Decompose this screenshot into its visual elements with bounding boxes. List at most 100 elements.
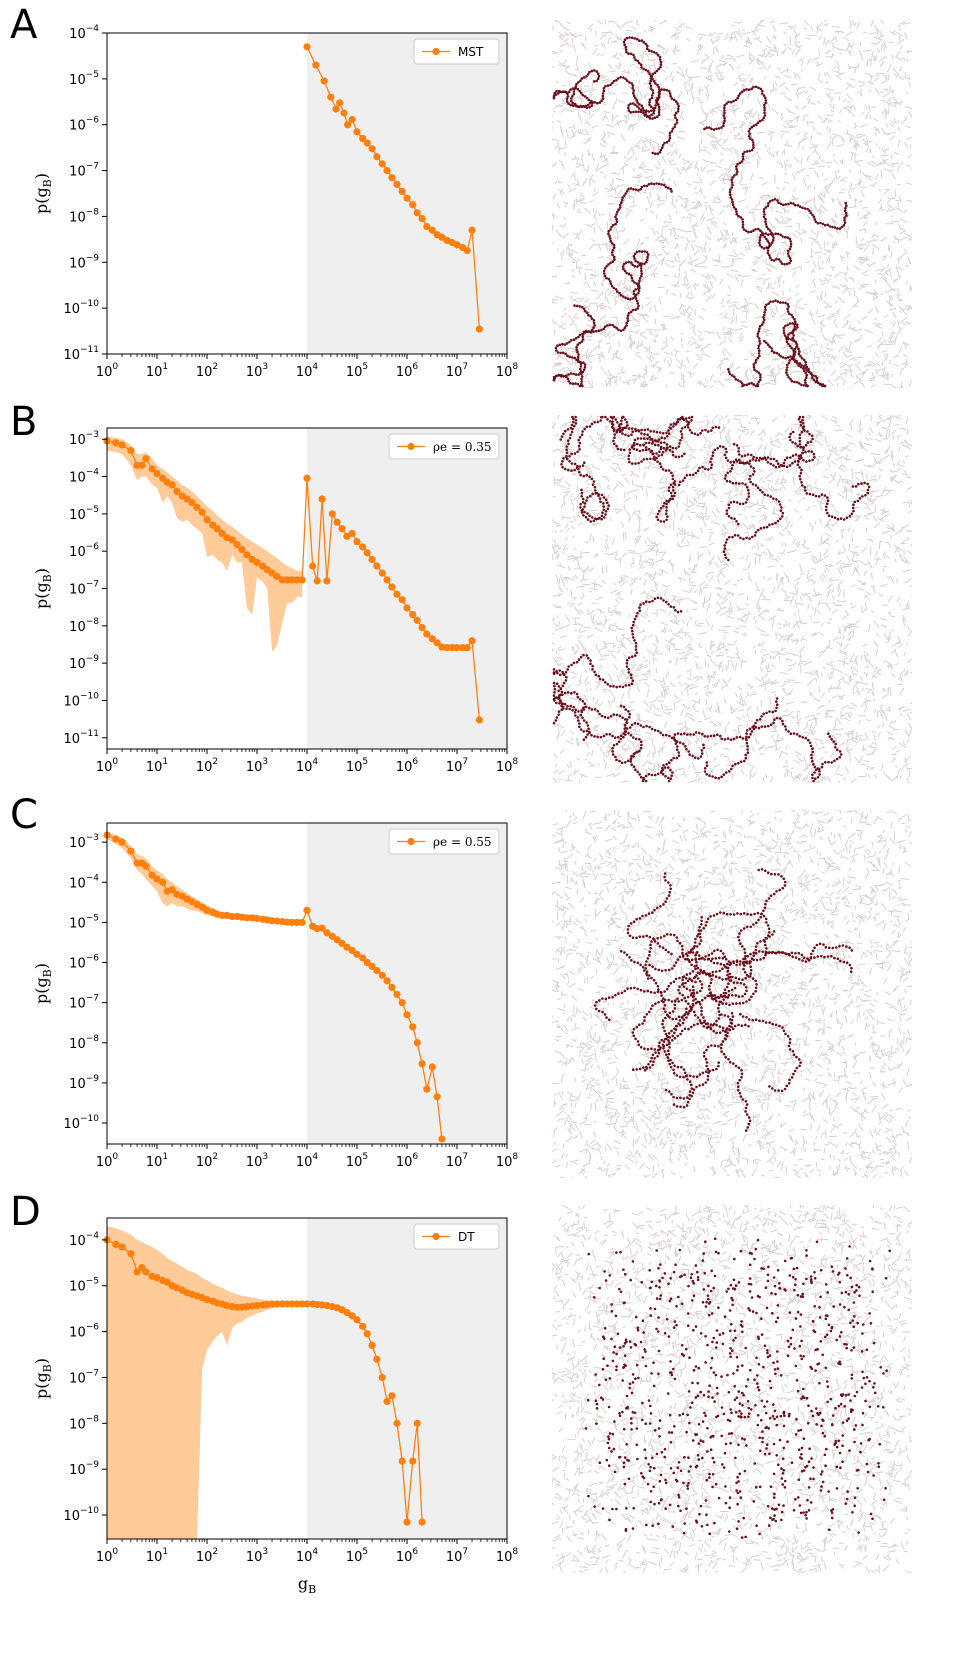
highlight-node: [785, 371, 788, 374]
highlight-node: [624, 1364, 627, 1368]
highlight-node: [720, 1050, 723, 1053]
highlight-node: [677, 1022, 680, 1025]
highlight-node: [580, 375, 584, 378]
highlight-node: [672, 98, 676, 102]
shaded-region: [307, 823, 507, 1144]
highlight-node: [647, 441, 651, 445]
highlight-node: [759, 1449, 762, 1453]
data-point: [159, 878, 167, 886]
highlight-node: [664, 1088, 668, 1092]
highlight-node: [664, 969, 667, 972]
highlight-node: [657, 988, 660, 991]
highlight-node: [634, 58, 637, 62]
highlight-node: [660, 991, 663, 994]
highlight-node: [653, 455, 656, 459]
highlight-node: [581, 430, 584, 433]
highlight-node: [602, 89, 606, 93]
highlight-node: [725, 771, 728, 774]
y-tick-label: 10−6: [69, 542, 99, 560]
highlight-node: [697, 757, 700, 760]
highlight-node: [637, 1043, 641, 1047]
highlight-node: [750, 453, 753, 457]
network-image-b: [552, 415, 912, 783]
highlight-node: [585, 499, 588, 502]
highlight-node: [695, 1085, 698, 1089]
highlight-node: [725, 1290, 728, 1293]
highlight-node: [747, 135, 751, 138]
highlight-node: [599, 500, 602, 504]
highlight-node: [624, 418, 627, 421]
highlight-node: [717, 1064, 720, 1068]
highlight-node: [673, 483, 677, 486]
highlight-node: [833, 226, 837, 229]
highlight-node: [809, 1275, 813, 1278]
highlight-node: [688, 1074, 692, 1078]
data-point: [288, 1300, 296, 1308]
highlight-node: [713, 1521, 716, 1525]
highlight-node: [715, 999, 718, 1003]
data-point: [153, 875, 161, 883]
highlight-node: [779, 517, 782, 521]
highlight-node: [723, 453, 727, 457]
highlight-node: [712, 1286, 715, 1290]
highlight-node: [765, 1443, 769, 1446]
highlight-node: [641, 1319, 645, 1322]
data-point: [409, 610, 417, 619]
highlight-node: [757, 371, 761, 375]
highlight-node: [668, 1503, 672, 1507]
highlight-node: [726, 1031, 729, 1034]
highlight-node: [800, 1469, 804, 1473]
highlight-node: [791, 315, 795, 319]
highlight-node: [737, 1088, 740, 1092]
highlight-node: [868, 1312, 871, 1315]
highlight-node: [805, 1277, 808, 1281]
highlight-node: [714, 970, 718, 973]
highlight-node: [657, 443, 660, 447]
highlight-node: [729, 1408, 732, 1411]
highlight-node: [807, 1421, 810, 1425]
highlight-node: [757, 459, 761, 462]
highlight-node: [648, 72, 651, 75]
highlight-node: [791, 330, 795, 333]
highlight-node: [663, 501, 666, 505]
highlight-node: [808, 1447, 811, 1450]
highlight-node: [674, 423, 678, 426]
highlight-node: [742, 927, 746, 930]
highlight-node: [622, 1344, 625, 1348]
x-tick-label: 101: [146, 1152, 168, 1170]
highlight-node: [696, 1381, 699, 1385]
highlight-node: [721, 967, 724, 970]
highlight-node: [688, 1097, 691, 1101]
highlight-node: [749, 968, 753, 972]
highlight-node: [642, 443, 646, 447]
highlight-node: [648, 953, 651, 957]
highlight-node: [850, 1349, 853, 1352]
highlight-node: [612, 286, 616, 290]
highlight-node: [608, 1518, 611, 1522]
highlight-node: [744, 1129, 748, 1132]
highlight-node: [710, 952, 714, 955]
highlight-node: [611, 1432, 615, 1436]
highlight-node: [709, 981, 713, 985]
highlight-node: [578, 89, 581, 93]
highlight-node: [712, 1435, 715, 1438]
highlight-node: [667, 968, 671, 972]
highlight-node: [635, 1068, 638, 1071]
highlight-node: [626, 759, 630, 763]
x-tick-label: 103: [246, 362, 268, 380]
data-point: [388, 174, 396, 182]
highlight-node: [805, 1254, 808, 1257]
highlight-node: [800, 1457, 803, 1460]
highlight-node: [636, 750, 639, 754]
highlight-node: [734, 1284, 738, 1287]
highlight-node: [699, 1504, 703, 1508]
highlight-node: [841, 1434, 844, 1437]
highlight-node: [768, 1021, 771, 1024]
highlight-node: [694, 731, 698, 734]
highlight-node: [633, 281, 636, 284]
highlight-node: [785, 262, 789, 266]
highlight-node: [622, 735, 625, 739]
highlight-node: [635, 37, 639, 41]
highlight-node: [567, 380, 570, 383]
highlight-node: [587, 330, 591, 333]
